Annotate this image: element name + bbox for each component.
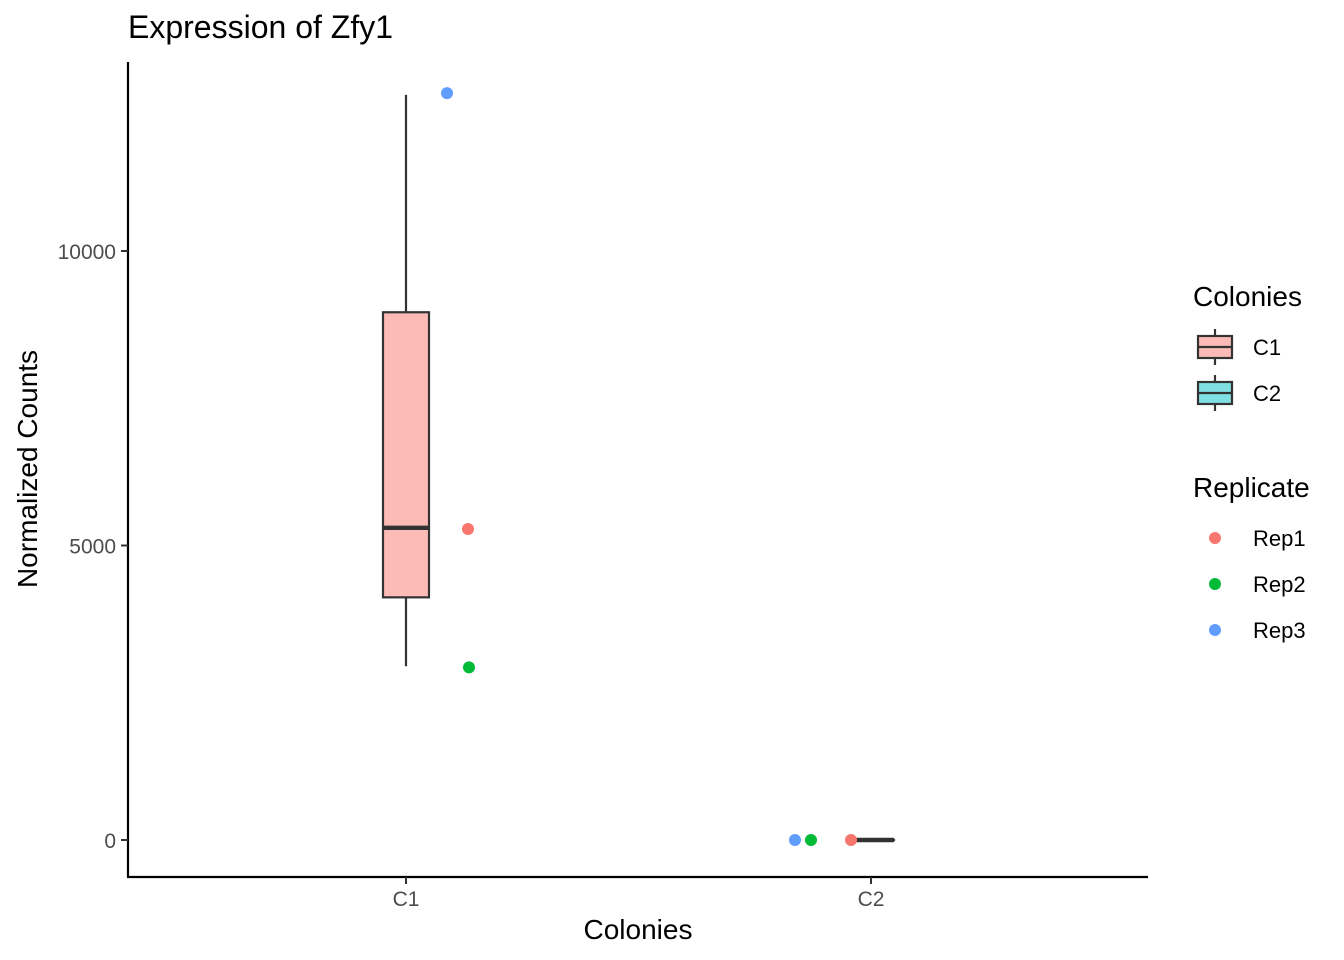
legend-label: Rep3: [1253, 618, 1306, 643]
legend-title: Replicate: [1193, 472, 1310, 503]
point-C2-Rep1: [845, 834, 857, 846]
legend-key-C2: [1196, 375, 1234, 411]
x-tick-label: C1: [393, 888, 420, 911]
chart-title: Expression of Zfy1: [128, 9, 393, 45]
legend-label: C2: [1253, 381, 1281, 406]
legend-key-Rep1: [1209, 532, 1221, 544]
legend-label: Rep1: [1253, 526, 1306, 551]
box-C1: [381, 94, 431, 667]
point-C2-Rep3: [789, 834, 801, 846]
point-C1-Rep1: [462, 523, 474, 536]
y-axis-title: Normalized Counts: [12, 350, 43, 588]
legend-key-C1: [1196, 329, 1234, 365]
axis-ticks: 0 5000 10000 C1 C2: [58, 241, 885, 911]
box-body: [381, 311, 431, 599]
x-axis-title: Colonies: [584, 914, 693, 945]
point-C1-Rep2: [463, 661, 475, 674]
x-tick-label: C2: [858, 888, 885, 911]
plot-area: [381, 87, 896, 846]
point-C1-Rep3: [441, 87, 453, 100]
y-tick-label: 10000: [58, 241, 116, 264]
point-C2-Rep2: [805, 834, 817, 846]
legend-title: Colonies: [1193, 281, 1302, 312]
legend-colonies: Colonies C1 C2: [1193, 281, 1302, 411]
legend-key-Rep3: [1209, 624, 1221, 636]
y-tick-label: 5000: [69, 536, 116, 559]
legend-key-Rep2: [1209, 578, 1221, 590]
legend-replicate: Replicate Rep1 Rep2 Rep3: [1193, 472, 1310, 643]
legend-label: C1: [1253, 335, 1281, 360]
legend: Colonies C1 C2 Replicate Rep1 Rep2 Rep3: [1193, 281, 1310, 643]
legend-label: Rep2: [1253, 572, 1306, 597]
y-tick-label: 0: [104, 830, 116, 853]
